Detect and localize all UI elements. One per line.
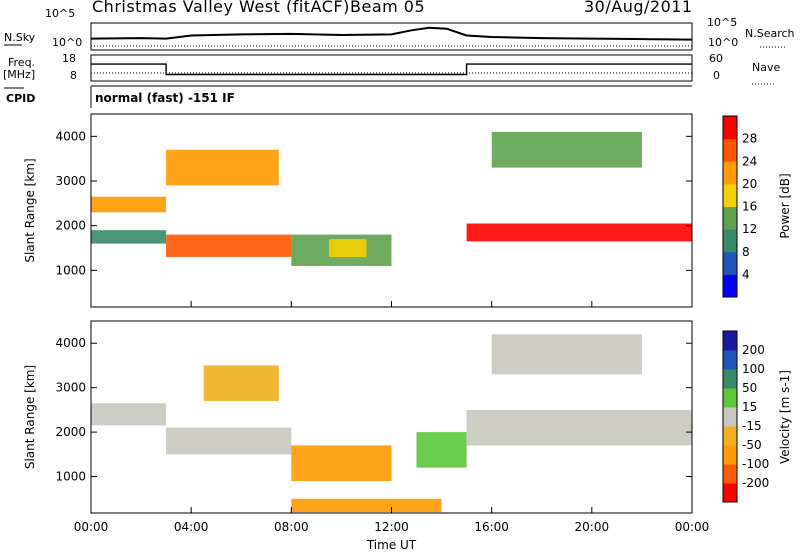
power-colorbar-tick-8: 8 — [742, 245, 750, 259]
power-colorbar-seg-4 — [723, 183, 737, 207]
power-colorbar-tick-12: 12 — [742, 222, 757, 236]
power-band-5 — [328, 239, 367, 257]
velocity-ytick-label-3000: 3000 — [55, 381, 86, 395]
xtick-label-4: 16:00 — [474, 520, 509, 534]
velocity-colorbar-seg-6 — [723, 369, 737, 389]
power-colorbar-seg-3 — [723, 206, 737, 230]
velocity-band-6 — [491, 334, 642, 375]
power-colorbar-tick-20: 20 — [742, 177, 757, 191]
power-colorbar-seg-2 — [723, 229, 737, 253]
power-band-3 — [166, 149, 279, 186]
velocity-band-2 — [203, 365, 279, 401]
freq-line — [91, 63, 692, 76]
power-colorbar-seg-0 — [723, 274, 737, 298]
velocity-colorbar-seg-0 — [723, 483, 737, 503]
freq-label: Freq. — [8, 56, 36, 69]
nsky-tick-bottom: 10^0 — [52, 36, 83, 49]
power-band-1 — [91, 230, 167, 244]
velocity-colorbar-seg-7 — [723, 350, 737, 370]
nsearch-label: N.Search — [745, 27, 795, 40]
velocity-band-0 — [91, 403, 167, 426]
velocity-colorbar-seg-5 — [723, 388, 737, 408]
velocity-colorbar-frame — [722, 330, 738, 503]
nave-tick-top: 60 — [709, 52, 723, 65]
power-ylabel: Slant Range [km] — [23, 158, 37, 262]
xaxis-title: Time UT — [366, 538, 417, 552]
power-band-6 — [466, 223, 692, 242]
power-ytick-label-2000: 2000 — [55, 219, 86, 233]
freq-panel-frame — [90, 54, 693, 82]
velocity-colorbar-tick-0: 200 — [742, 343, 765, 357]
beam-label: Beam 05 — [350, 0, 426, 16]
power-colorbar-tick-28: 28 — [742, 132, 757, 146]
velocity-colorbar-tick-1: 100 — [742, 362, 765, 376]
velocity-colorbar-seg-4 — [723, 407, 737, 427]
nave-label: Nave — [752, 61, 781, 74]
xtick-label-0: 00:00 — [74, 520, 109, 534]
power-colorbar-tick-16: 16 — [742, 200, 757, 214]
velocity-band-3 — [291, 445, 392, 481]
nsky-panel-frame — [90, 22, 693, 51]
velocity-band-5 — [466, 409, 692, 446]
power-ytick-label-3000: 3000 — [55, 174, 86, 188]
velocity-colorbar-seg-3 — [723, 426, 737, 446]
nsearch-tick-top: 10^5 — [707, 16, 738, 29]
power-band-0 — [91, 196, 167, 213]
station-title: Christmas Valley West (fitACF) — [92, 0, 350, 16]
velocity-colorbar-label: Velocity [m s-1] — [778, 370, 792, 464]
cpid-label: CPID — [6, 92, 36, 105]
power-ytick-label-4000: 4000 — [55, 129, 86, 143]
freq-unit-label: [MHz] — [3, 68, 36, 81]
xtick-label-3: 12:00 — [374, 520, 409, 534]
power-colorbar-seg-7 — [723, 116, 737, 140]
velocity-colorbar-seg-1 — [723, 464, 737, 484]
velocity-ylabel: Slant Range [km] — [23, 365, 37, 469]
nsky-line — [90, 26, 693, 41]
xtick-label-5: 20:00 — [575, 520, 610, 534]
velocity-colorbar-tick-7: -200 — [742, 476, 769, 490]
date-label: 30/Aug/2011 — [584, 0, 693, 16]
power-colorbar-seg-6 — [723, 138, 737, 162]
power-colorbar-tick-4: 4 — [742, 267, 750, 281]
velocity-band-1 — [166, 427, 292, 455]
power-colorbar-label: Power [dB] — [778, 173, 792, 238]
velocity-colorbar-tick-5: -50 — [742, 438, 762, 452]
velocity-ytick-label-1000: 1000 — [55, 470, 86, 484]
velocity-ytick-label-4000: 4000 — [55, 336, 86, 350]
velocity-colorbar-tick-3: 15 — [742, 400, 757, 414]
cpid-text: normal (fast) -151 IF — [95, 91, 235, 105]
nsky-label: N.Sky — [4, 31, 36, 44]
power-colorbar-seg-5 — [723, 161, 737, 185]
velocity-colorbar-seg-2 — [723, 445, 737, 465]
nsky-tick-top: 10^5 — [45, 7, 76, 20]
power-colorbar-tick-24: 24 — [742, 154, 757, 168]
velocity-colorbar-tick-4: -15 — [742, 419, 762, 433]
power-band-7 — [491, 131, 642, 168]
velocity-colorbar-seg-8 — [723, 331, 737, 351]
power-colorbar-seg-1 — [723, 251, 737, 275]
freq-tick-bottom: 8 — [70, 69, 77, 82]
xtick-label-6: 00:00 — [675, 520, 710, 534]
xtick-label-1: 04:00 — [174, 520, 209, 534]
power-ytick-label-1000: 1000 — [55, 263, 86, 277]
velocity-ytick-label-2000: 2000 — [55, 425, 86, 439]
power-colorbar-frame — [722, 115, 738, 298]
velocity-band-4 — [416, 432, 467, 468]
nsearch-tick-bottom: 10^0 — [708, 36, 739, 49]
xtick-label-2: 08:00 — [274, 520, 309, 534]
power-band-2 — [166, 234, 292, 257]
nave-tick-bottom: 0 — [713, 69, 720, 82]
velocity-colorbar-tick-6: -100 — [742, 457, 769, 471]
velocity-colorbar-tick-2: 50 — [742, 381, 757, 395]
freq-tick-top: 18 — [62, 52, 76, 65]
velocity-band-7 — [291, 498, 442, 513]
